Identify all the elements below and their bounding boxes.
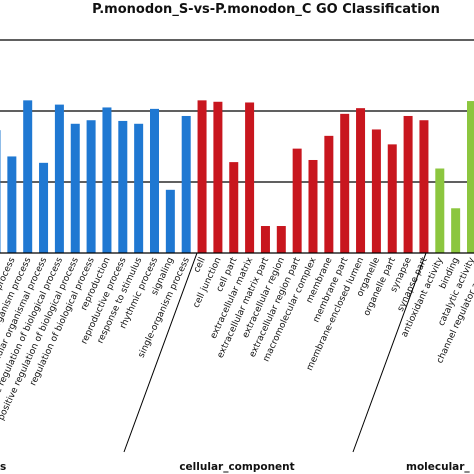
bar-macromolecular-complex [308,159,318,253]
bar-extracellular-matrix-part [260,226,270,253]
bar-nization [0,130,1,253]
bar-cell-junction [213,101,223,254]
group-label-biological-process: s [0,461,6,473]
bar-synapse [403,115,413,253]
bar-reproduction [102,107,112,253]
bar-membrane [324,135,334,253]
bar-regulation-of-biological-process [86,120,96,253]
group-label-molecular-function: molecular_ [406,461,470,473]
bar-negative-regulation-of-biological-process [54,104,64,253]
bar-extracellular-region [276,226,286,253]
bar-cell [197,100,207,253]
bar-positive-regulation-of-biological-process [70,123,80,253]
group-separator [123,252,198,453]
bar-metabolic-process [7,156,17,253]
bars-layer [0,100,474,254]
bar-organelle [371,129,381,253]
bar-catalytic-activity [467,101,474,253]
bar-antioxidant-activity [435,168,445,253]
group-labels: s cellular_component molecular_ [0,252,470,473]
bar-extracellular-matrix [245,102,255,253]
bar-cell-part [229,162,239,253]
bar-synapse-part [419,120,429,253]
bar-membrane-enclosed-lumen [356,108,366,253]
bar-binding [451,208,461,253]
group-label-cellular-component: cellular_component [179,461,294,473]
bar-reproductive-process [118,120,128,253]
chart-title: P.monodon_S-vs-P.monodon_C GO Classifica… [92,2,440,17]
x-tick-labels: nizationmetabolic processmulti-organism … [0,255,474,425]
bar-multi-organism-process [23,100,33,253]
bar-rhythmic-process [150,108,159,254]
bar-single-organism-process [181,115,191,253]
bar-extracellular-region-part [292,148,302,253]
group-separator [352,252,427,453]
bar-multicellular-organismal-process [39,162,49,253]
bar-response-to-stimulus [134,123,144,253]
bar-organelle-part [387,144,397,253]
bar-signaling [165,189,175,253]
bar-membrane-part [340,113,350,253]
